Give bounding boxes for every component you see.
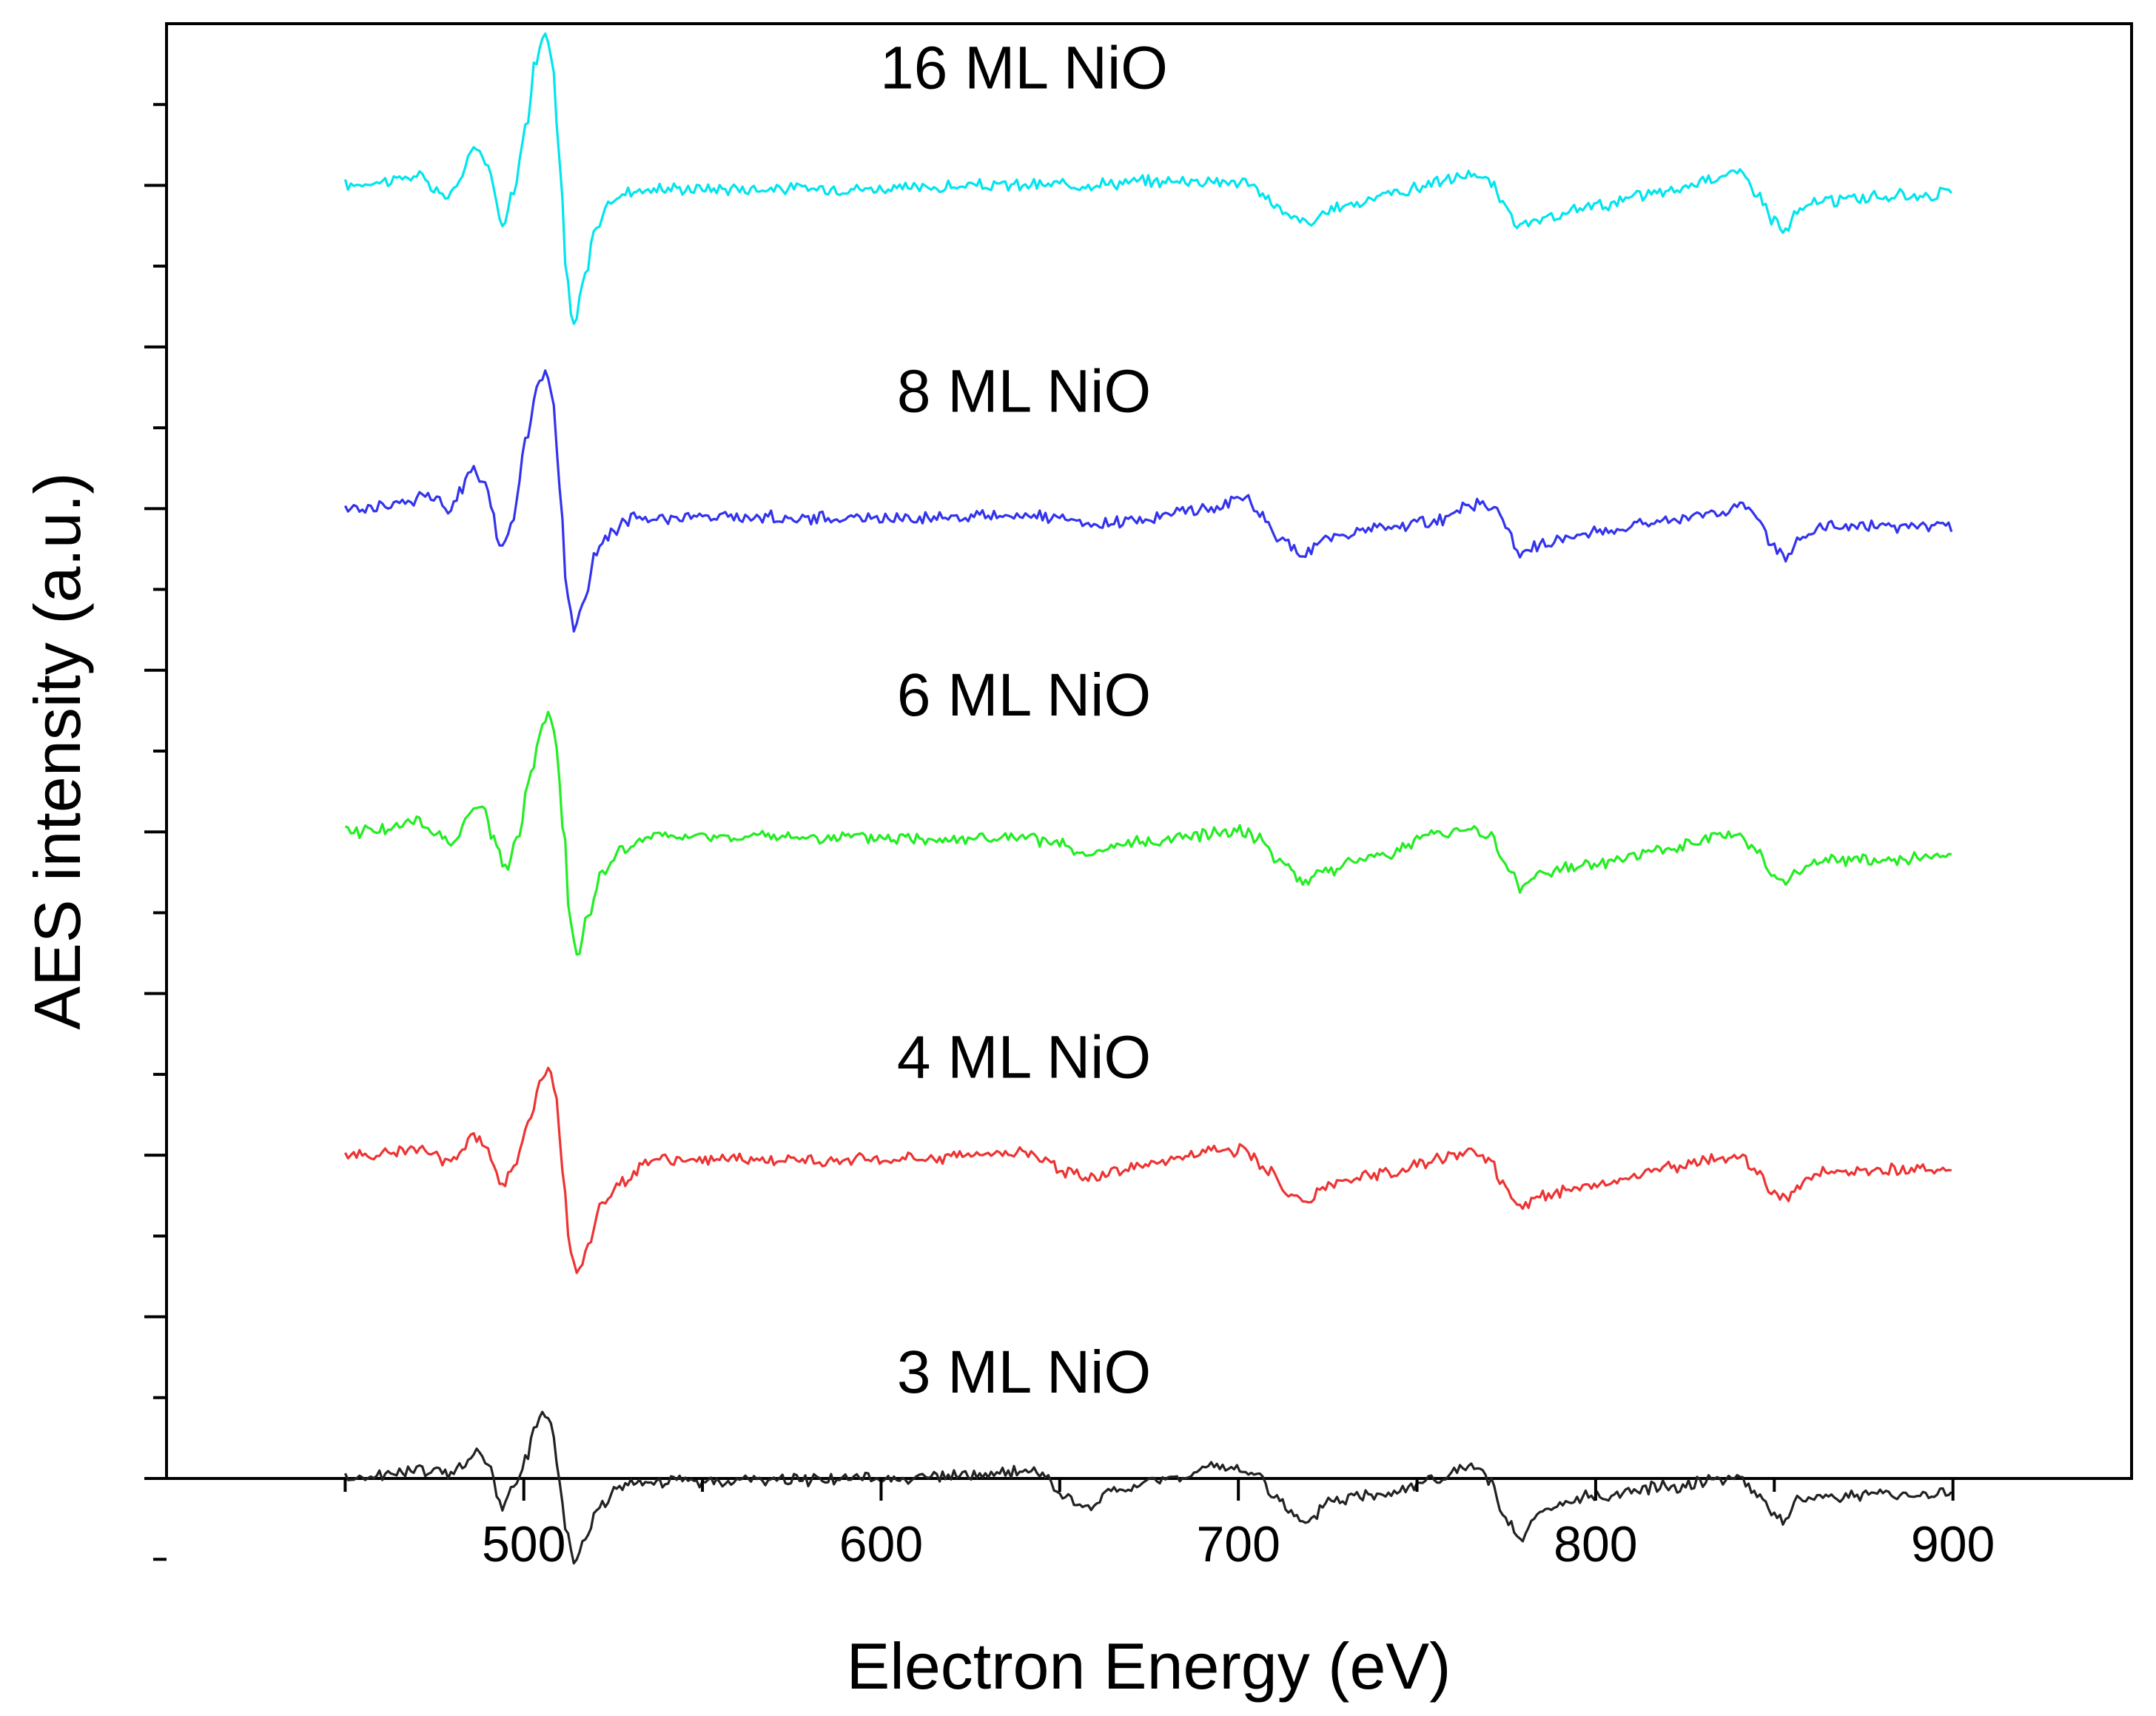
series-line-3-ml-nio: [343, 1410, 1952, 1565]
series-label-16-ml-nio: 16 ML NiO: [880, 34, 1168, 101]
series-line-16-ml-nio: [343, 32, 1952, 326]
x-tick-label-900: 900: [1911, 1516, 1995, 1572]
x-tick-label-500: 500: [482, 1516, 565, 1572]
series-label-layer: 16 ML NiO 8 ML NiO 6 ML NiO 4 ML NiO 3 ML Ni…: [880, 34, 1168, 1406]
x-tick-label-700: 700: [1196, 1516, 1280, 1572]
x-axis-title: Electron Energy (eV): [847, 1629, 1451, 1703]
x-tick-label-600: 600: [839, 1516, 923, 1572]
x-tick-label-800: 800: [1554, 1516, 1637, 1572]
y-axis-title: AES intensity (a.u.): [21, 472, 94, 1029]
y-axis-ticks: [144, 103, 167, 1561]
series-label-8-ml-nio: 8 ML NiO: [897, 357, 1151, 425]
series-line-6-ml-nio: [344, 710, 1952, 956]
series-label-3-ml-nio: 3 ML NiO: [897, 1339, 1151, 1406]
series-label-6-ml-nio: 6 ML NiO: [897, 662, 1151, 729]
series-layer: [343, 32, 1953, 1565]
series-line-8-ml-nio: [343, 369, 1953, 633]
series-line-4-ml-nio: [343, 1066, 1952, 1274]
series-label-4-ml-nio: 4 ML NiO: [897, 1023, 1151, 1091]
x-axis-ticks: 500 600 700 800 900: [343, 1478, 1995, 1572]
